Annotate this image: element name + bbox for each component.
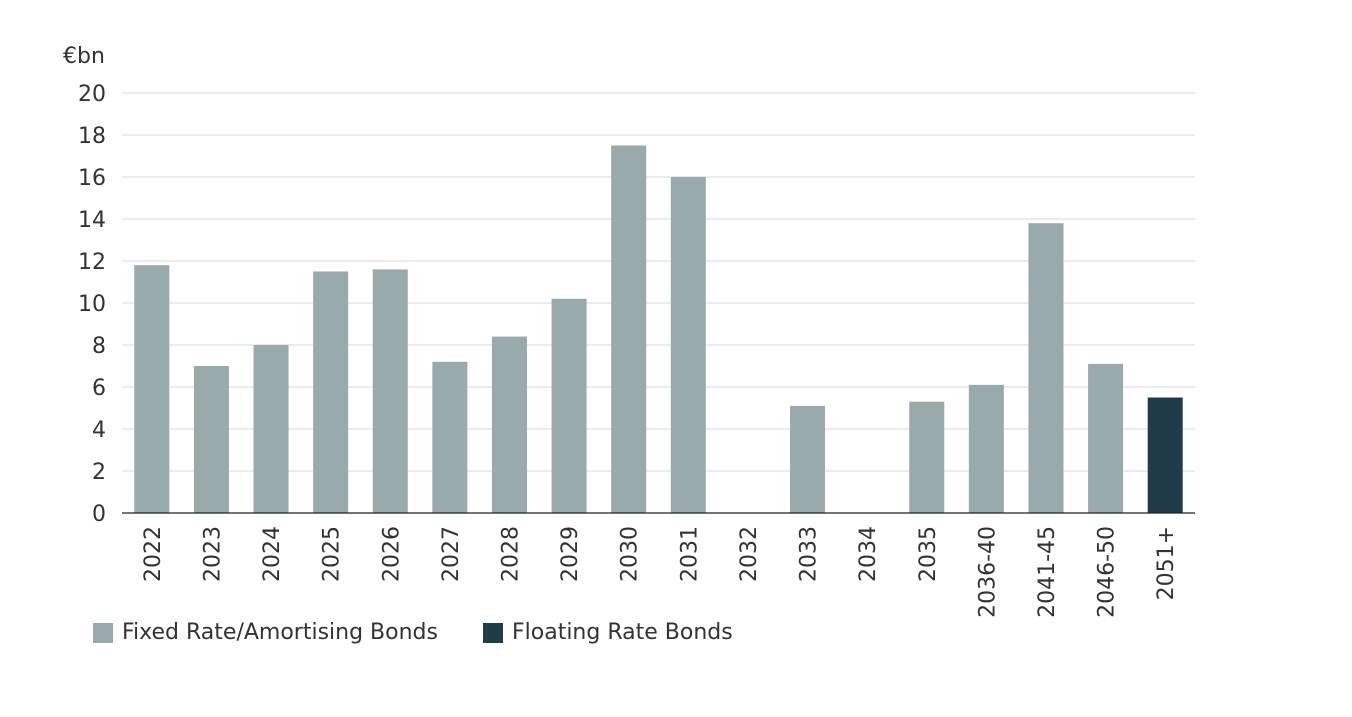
legend-label-fixed: Fixed Rate/Amortising Bonds: [122, 620, 438, 645]
x-tick-label: 2030: [618, 526, 643, 582]
x-tick-label: 2031: [677, 526, 702, 582]
legend-item-floating: Floating Rate Bonds: [482, 620, 733, 645]
x-tick-label: 2032: [737, 526, 762, 582]
bar-2028-fixed: [491, 336, 527, 513]
bar-2023-fixed: [193, 366, 229, 513]
bar-2025-fixed: [313, 271, 349, 513]
bar-2031-fixed: [670, 177, 706, 513]
y-tick-label: 8: [92, 334, 106, 359]
y-axis-ticks: 0 2 4 6 8 10 12 14 16 18 20: [78, 82, 106, 527]
x-tick-label: 2046-50: [1095, 526, 1120, 618]
x-tick-label: 2027: [439, 526, 464, 582]
bar-2030-fixed: [611, 145, 647, 513]
x-tick-label: 2033: [797, 526, 822, 582]
y-tick-label: 0: [92, 502, 106, 527]
bar-2026-fixed: [372, 269, 408, 513]
legend-swatch-floating: [482, 622, 503, 643]
y-tick-label: 6: [92, 376, 106, 401]
y-tick-label: 14: [78, 208, 106, 233]
legend-label-floating: Floating Rate Bonds: [511, 620, 733, 645]
x-tick-label: 2023: [200, 526, 225, 582]
bar-2033-fixed: [790, 405, 826, 513]
gridlines: [122, 92, 1195, 472]
x-tick-label: 2028: [498, 526, 523, 582]
x-tick-label: 2022: [141, 526, 166, 582]
y-tick-label: 10: [78, 292, 106, 317]
bar-2041-45-fixed: [1028, 223, 1064, 513]
y-tick-label: 20: [78, 82, 106, 107]
bar-2027-fixed: [432, 361, 468, 513]
x-tick-label: 2029: [558, 526, 583, 582]
bar-2035-fixed: [909, 401, 945, 513]
y-tick-label: 2: [92, 460, 106, 485]
y-tick-label: 4: [92, 418, 106, 443]
y-tick-label: 18: [78, 124, 106, 149]
legend-swatch-fixed: [93, 622, 113, 643]
bar-2022-fixed: [134, 265, 170, 513]
x-axis-ticks: 2022 2023 2024 2025 2026 2027 2028 2029 2030 2031…: [141, 526, 1179, 618]
y-tick-label: 16: [78, 166, 106, 191]
y-tick-label: 12: [78, 250, 106, 275]
x-tick-label: 2051+: [1154, 526, 1179, 600]
bar-2046-50-fixed: [1088, 363, 1124, 513]
bar-2051+-floating: [1147, 397, 1183, 513]
x-tick-label: 2025: [320, 526, 345, 582]
bar-2036-40-fixed: [968, 384, 1004, 513]
x-tick-label: 2034: [856, 526, 881, 582]
x-tick-label: 2026: [379, 526, 404, 582]
legend: Fixed Rate/Amortising Bonds Floating Rat…: [93, 620, 778, 645]
x-tick-label: 2035: [916, 526, 941, 582]
y-axis-unit-label: €bn: [63, 44, 105, 69]
x-tick-label: 2041-45: [1035, 526, 1060, 618]
bars: [134, 145, 1183, 513]
x-tick-label: 2036-40: [975, 526, 1000, 618]
legend-item-fixed: Fixed Rate/Amortising Bonds: [93, 620, 438, 645]
bar-2024-fixed: [253, 345, 289, 513]
bar-2029-fixed: [551, 298, 587, 513]
x-tick-label: 2024: [260, 526, 285, 582]
